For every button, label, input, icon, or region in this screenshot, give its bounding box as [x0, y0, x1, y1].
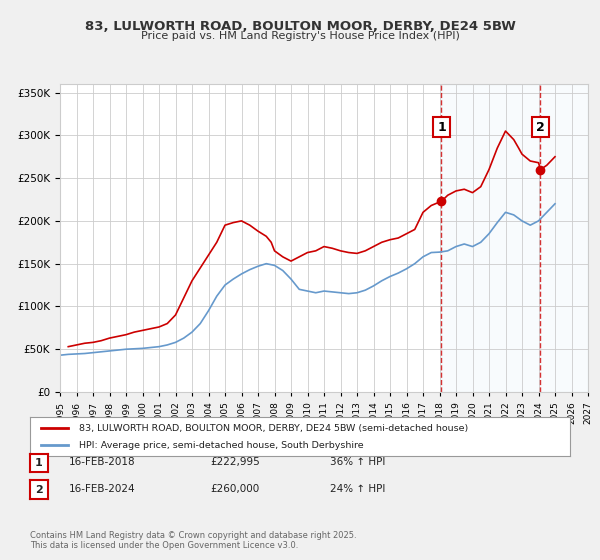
Text: HPI: Average price, semi-detached house, South Derbyshire: HPI: Average price, semi-detached house,…: [79, 441, 363, 450]
Text: 16-FEB-2024: 16-FEB-2024: [69, 484, 136, 494]
Text: 36% ↑ HPI: 36% ↑ HPI: [330, 457, 385, 467]
Text: 2: 2: [35, 485, 43, 494]
Text: 1: 1: [35, 458, 43, 468]
Text: 83, LULWORTH ROAD, BOULTON MOOR, DERBY, DE24 5BW (semi-detached house): 83, LULWORTH ROAD, BOULTON MOOR, DERBY, …: [79, 424, 468, 433]
Text: 16-FEB-2018: 16-FEB-2018: [69, 457, 136, 467]
Text: 2: 2: [536, 120, 545, 134]
Text: Contains HM Land Registry data © Crown copyright and database right 2025.
This d: Contains HM Land Registry data © Crown c…: [30, 530, 356, 550]
Text: 83, LULWORTH ROAD, BOULTON MOOR, DERBY, DE24 5BW: 83, LULWORTH ROAD, BOULTON MOOR, DERBY, …: [85, 20, 515, 32]
Text: £260,000: £260,000: [210, 484, 259, 494]
Text: Price paid vs. HM Land Registry's House Price Index (HPI): Price paid vs. HM Land Registry's House …: [140, 31, 460, 41]
Text: 1: 1: [437, 120, 446, 134]
Text: £222,995: £222,995: [210, 457, 260, 467]
Text: 24% ↑ HPI: 24% ↑ HPI: [330, 484, 385, 494]
Bar: [442, 84, 588, 392]
